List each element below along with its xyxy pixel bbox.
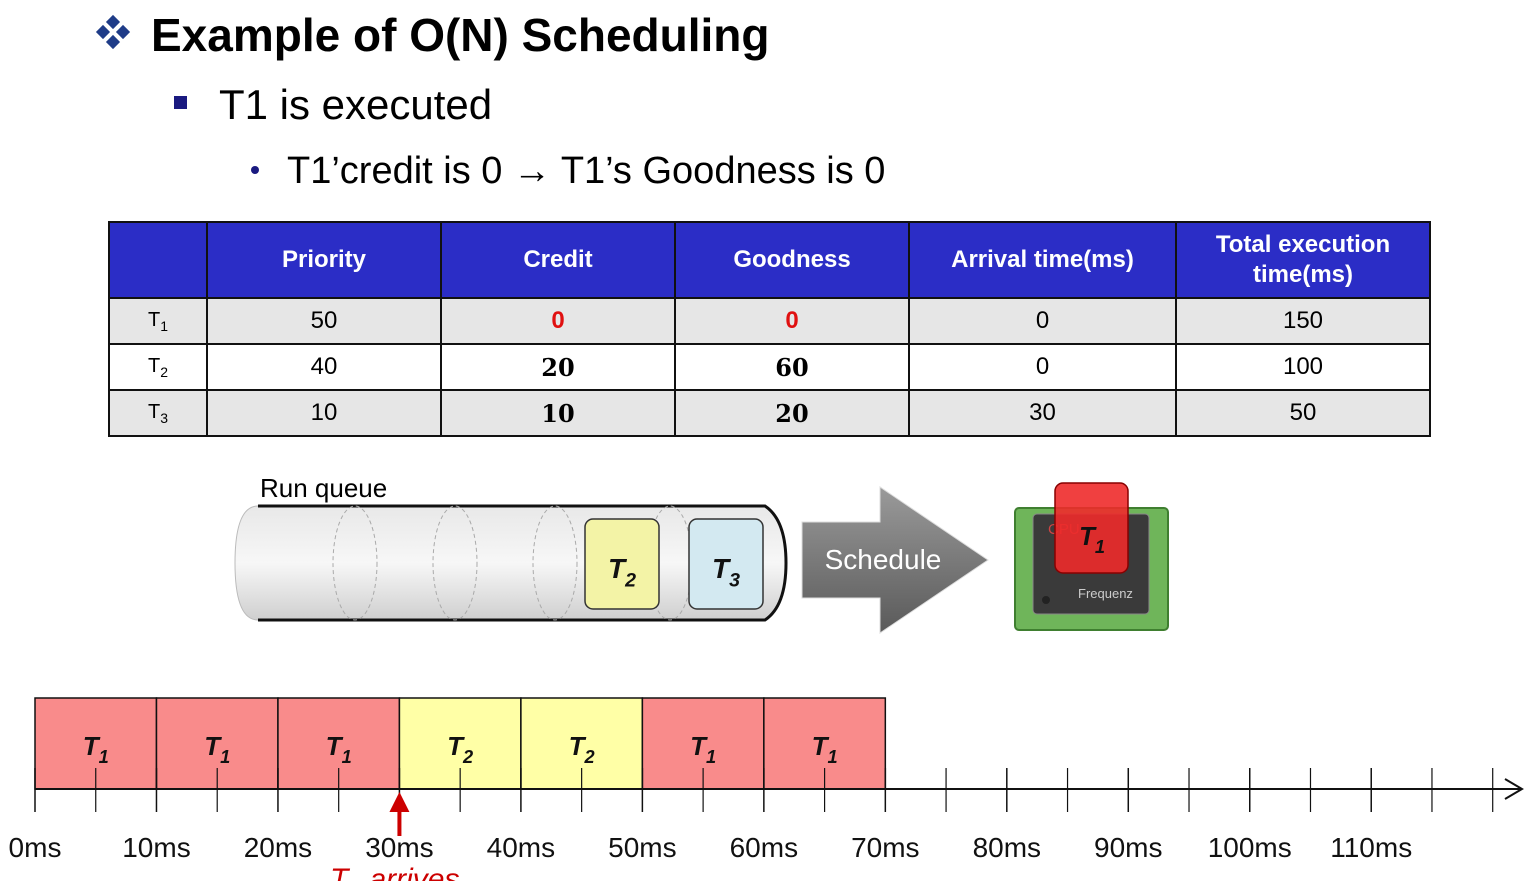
title-icon [95,14,131,50]
task-name: T [83,731,101,761]
header-cell: Total execution time(ms) [1175,221,1431,299]
arrival-arrow-head [389,792,410,812]
tick-label: 100ms [1208,832,1292,863]
axis-arrow [1504,778,1524,800]
task-table: Priority Credit Goodness Arrival time(ms) To… [108,221,1431,437]
title: Example of O(N) Scheduling [151,9,770,61]
task-sub: 3 [729,569,740,591]
table-cell: 20 [674,389,910,437]
bullet-dot [251,166,259,174]
table-cell: 20 [440,343,676,391]
task-label: T2 [447,731,473,767]
tick-label: 80ms [973,832,1041,863]
table-cell: 0 [908,297,1177,345]
task-label: T1 [1079,521,1105,557]
bullet-square [174,96,187,109]
tick-label: 10ms [122,832,190,863]
tick-label: 30ms [365,832,433,863]
tick-label: 90ms [1094,832,1162,863]
bullet: T1 is executed [219,81,492,128]
table-cell: 10 [440,389,676,437]
task-sub: 1 [160,317,168,334]
header-cell: Credit [440,221,676,299]
task-sub: 1 [706,747,716,767]
table-cell: 100 [1175,343,1431,391]
task-sub: 1 [827,747,837,767]
arrival-text: arrives [369,863,459,881]
schedule-arrow [801,486,989,634]
tick-label: 0ms [9,832,62,863]
tick-label: 40ms [487,832,555,863]
queue-label: Run queue [260,473,387,503]
task-label: T2 [608,553,636,591]
table-row: T3 10 10 20 30 50 [108,389,1431,437]
header-cell: Goodness [674,221,910,299]
queue-task [688,518,764,610]
task-name: T [447,731,465,761]
task-label: T1 [326,731,352,767]
task-name: T [326,731,344,761]
task-name: T [147,354,161,377]
running-task [1054,482,1129,574]
table-header: Priority Credit Goodness Arrival time(ms) To… [108,221,1431,299]
task-sub: 1 [1095,537,1105,557]
task-name: T [608,553,628,584]
task-label: T3 [712,553,740,591]
row-label: T1 [108,297,208,345]
table-cell: 0 [674,297,910,345]
tick-label: 20ms [244,832,312,863]
cpu-brand: Frequenz [1078,586,1133,601]
task-name: T [812,731,830,761]
tick-label: 110ms [1330,832,1412,863]
tick-label: 50ms [608,832,676,863]
tick-label: 70ms [851,832,919,863]
table-cell: 30 [908,389,1177,437]
task-name: T [204,731,222,761]
row-label: T2 [108,343,208,391]
task-sub: 2 [584,747,595,767]
task-sub: 1 [342,747,352,767]
table-row: T1 50 0 0 0 150 [108,297,1431,345]
table-cell: 0 [440,297,676,345]
tick-label: 60ms [730,832,798,863]
table-row: T2 40 20 60 0 100 [108,343,1431,391]
header-cell [108,221,208,299]
task-sub: 3 [160,409,168,426]
task-name: T [569,731,587,761]
bullet: T1’credit is 0 → T1’s Goodness is 0 [287,150,885,192]
task-label: T1 [812,731,838,767]
task-name: T [147,308,161,331]
header-cell: Arrival time(ms) [908,221,1177,299]
arrival-label: T3arrives [330,863,459,881]
task-sub: 1 [220,747,230,767]
header-cell: Priority [206,221,442,299]
schedule-label: Schedule [825,544,942,575]
task-name: T [712,553,732,584]
task-name: T [147,400,161,423]
task-name: T [1079,521,1097,551]
task-sub: 2 [160,363,168,380]
row-label: T3 [108,389,208,437]
task-name: T [690,731,708,761]
task-label: T1 [83,731,109,767]
table-cell: 10 [206,389,442,437]
table-cell: 0 [908,343,1177,391]
table-cell: 150 [1175,297,1431,345]
task-sub: 2 [624,569,636,591]
table-cell: 50 [206,297,442,345]
task-label: T1 [690,731,716,767]
table-cell: 40 [206,343,442,391]
table-cell: 60 [674,343,910,391]
queue-task [584,518,660,610]
task-sub: 2 [462,747,473,767]
table-cell: 50 [1175,389,1431,437]
task-sub: 1 [99,747,109,767]
task-label: T2 [569,731,595,767]
task-name: T [330,863,351,881]
task-label: T1 [204,731,230,767]
